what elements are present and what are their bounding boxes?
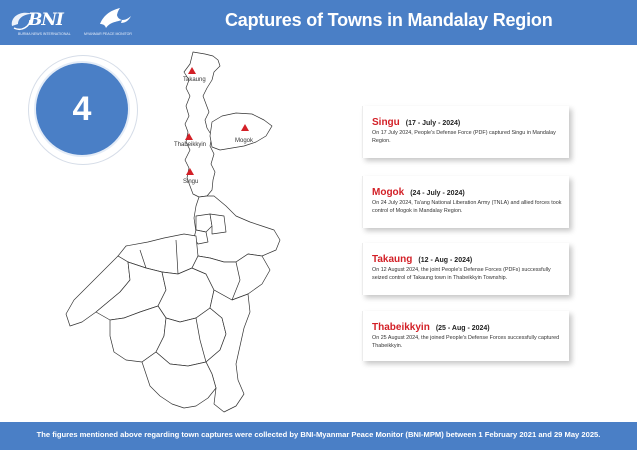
town-marker-singu: Singu [183,168,198,185]
event-town: Takaung [372,254,413,265]
event-description: On 17 July 2024, People's Defense Force … [372,130,556,145]
dove-icon [100,8,131,28]
footer-bar: The figures mentioned above regarding to… [0,422,637,450]
town-marker-thabeikkyin: Thabeikkyin [174,133,206,148]
map-city-unit-3 [209,213,227,235]
count-value: 4 [72,90,92,128]
event-card-takaung: Takaung (12 - Aug - 2024) On 12 August 20… [362,243,569,295]
map-mandalay-city [195,213,213,233]
event-description: On 25 August 2024, the joined People's D… [372,335,560,350]
footer-note: The figures mentioned above regarding to… [36,430,601,439]
map-southern-tip [141,351,217,409]
event-card-mogok: Mogok (24 - July - 2024) On 24 July 2024,… [362,176,569,228]
event-town: Mogok [372,187,405,198]
event-description: On 12 August 2024, the joint People's De… [372,267,551,282]
event-date: (12 - Aug - 2024) [418,257,473,264]
map-north-strip [183,51,221,198]
event-card-thabeikkyin: Thabeikkyin (25 - Aug - 2024) On 25 Augus… [362,311,569,361]
map-south-east [205,289,251,413]
town-markers: Takaung Thabeikkyin Mogok Singu [174,67,254,185]
town-marker-takaung: Takaung [183,67,206,83]
page-title: Captures of Towns in Mandalay Region [225,10,553,30]
map-mogok-township [209,112,273,151]
mpm-logo: MYANMAR PEACE MONITOR [84,6,152,40]
map-east-middle [191,253,271,301]
event-town: Singu [372,117,400,128]
logo-text: BNI [28,10,64,30]
town-label-thabeikkyin: Thabeikkyin [174,142,206,148]
event-description: On 24 July 2024, Ta'ang National Liberat… [372,200,562,215]
mandalay-region-map: Takaung Thabeikkyin Mogok Singu [65,51,281,413]
logo-subtitle: BURMA NEWS INTERNATIONAL [18,32,71,36]
event-town: Thabeikkyin [372,322,430,333]
town-label-takaung: Takaung [183,77,206,83]
bni-logo-mark-icon [11,12,32,31]
town-marker-mogok: Mogok [235,124,254,144]
event-date: (25 - Aug - 2024) [435,325,490,332]
event-date: (17 - July - 2024) [405,120,461,127]
town-label-mogok: Mogok [235,138,254,144]
header-bar: BNI BURMA NEWS INTERNATIONAL MYANMAR PEA… [0,0,637,45]
bni-logo: BNI BURMA NEWS INTERNATIONAL [8,6,76,40]
event-card-singu: Singu (17 - July - 2024) On 17 July 2024,… [362,106,569,158]
count-badge: 4 [36,63,128,155]
map-internal-boundary [139,239,241,363]
partner-label: MYANMAR PEACE MONITOR [84,32,132,36]
town-label-singu: Singu [183,179,198,185]
event-date: (24 - July - 2024) [410,190,465,197]
